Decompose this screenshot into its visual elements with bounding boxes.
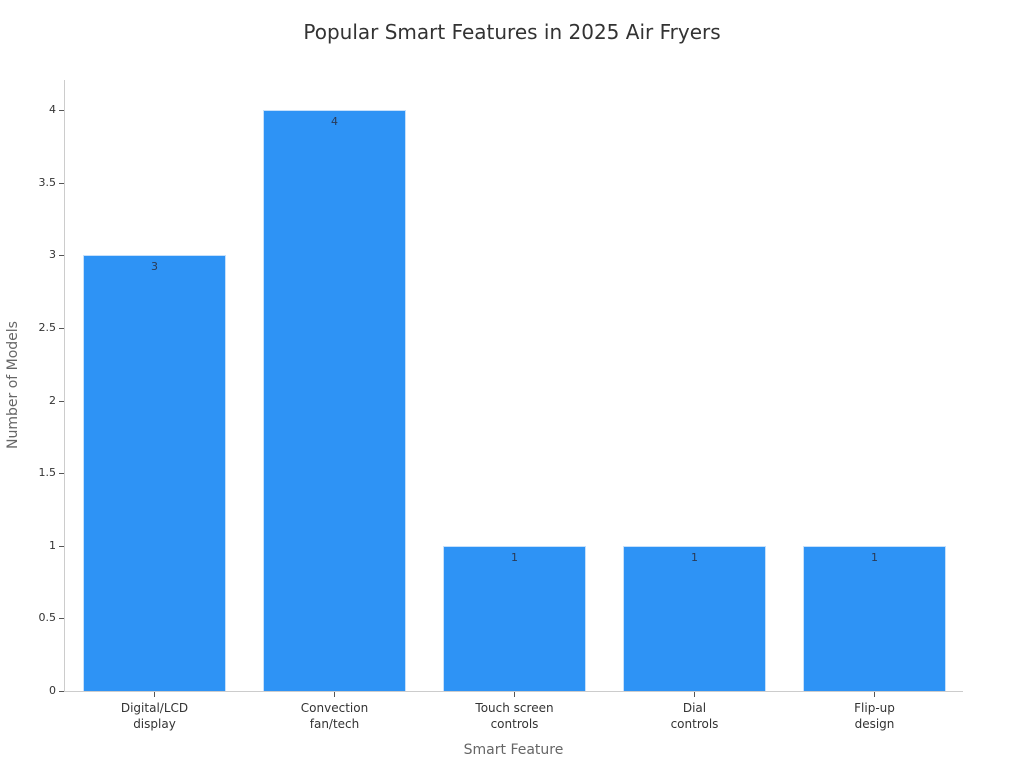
x-tick-mark [693,692,695,697]
y-tick-mark [59,255,64,257]
y-tick-label: 1 [49,538,56,552]
y-tick: 3 [0,248,64,262]
chart-title: Popular Smart Features in 2025 Air Fryer… [303,20,721,44]
bar: 1 [443,545,586,691]
x-tick-label: Dial controls [670,701,719,731]
y-tick-mark [59,110,64,111]
y-tick-mark [59,182,64,184]
y-tick: 4 [0,103,64,117]
y-tick: 2.5 [0,321,64,335]
x-tick-mark [153,692,155,697]
x-axis-line [64,691,963,692]
x-axis-label: Smart Feature [463,742,564,758]
y-tick-label: 1.5 [38,466,57,480]
x-tick-label: Convection fan/tech [300,701,369,731]
y-tick: 3.5 [0,176,64,190]
bar-value-label: 1 [691,550,698,564]
bar: 4 [263,110,406,691]
y-tick-label: 3.5 [38,175,57,189]
y-tick-mark [59,618,64,620]
y-tick-mark [59,400,64,402]
y-tick: 0 [0,684,64,698]
y-tick: 0.5 [0,611,64,625]
y-tick: 2 [0,394,64,408]
y-axis-line [64,80,65,692]
y-tick-label: 0 [49,684,56,697]
x-tick-mark [513,692,515,697]
x-tick-label: Touch screen controls [475,701,554,731]
y-tick-mark [59,327,64,329]
x-tick-label: Flip-up design [854,701,895,731]
y-tick: 1 [0,539,64,553]
y-tick-label: 4 [49,103,56,116]
bar-value-label: 3 [151,260,158,274]
y-tick-mark [59,691,64,692]
y-tick-label: 3 [49,248,56,262]
y-tick: 1.5 [0,466,64,480]
bar-value-label: 1 [871,550,878,564]
bar: 3 [83,255,226,691]
x-tick-mark [873,692,875,697]
y-tick-mark [59,545,64,547]
y-axis-label: Number of Models [5,321,21,449]
x-tick-mark [333,692,335,697]
y-tick-label: 2.5 [38,320,57,334]
x-tick-label: Digital/LCD display [120,701,189,731]
bar-value-label: 1 [511,550,518,564]
bar: 1 [803,545,946,691]
y-tick-label: 0.5 [38,611,57,625]
y-tick-label: 2 [49,393,56,407]
bar: 1 [623,545,766,691]
bar-value-label: 4 [331,115,338,128]
y-tick-mark [59,473,64,475]
